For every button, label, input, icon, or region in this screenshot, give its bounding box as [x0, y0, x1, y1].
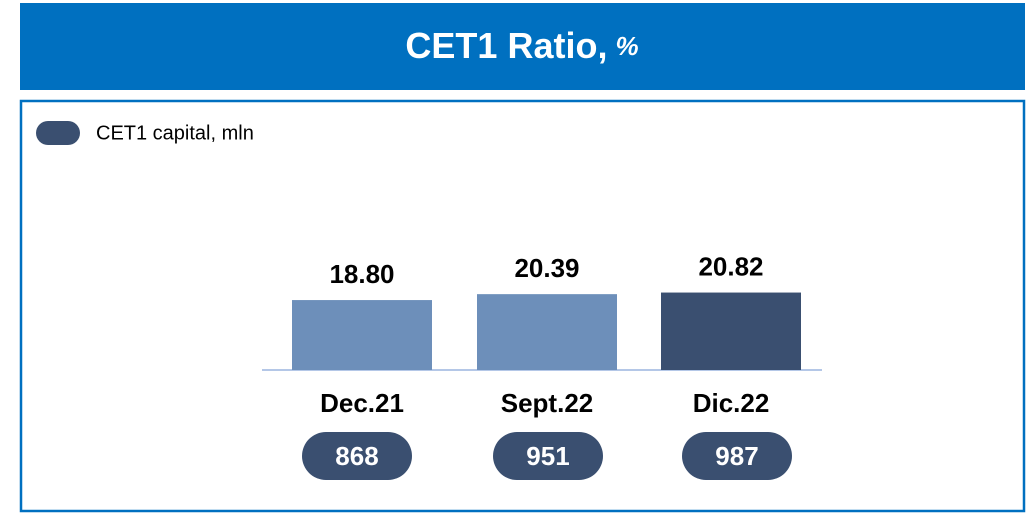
title-group: CET1 Ratio,% [405, 25, 638, 66]
legend-swatch [36, 121, 80, 145]
x-tick-label: Dec.21 [320, 388, 404, 418]
chart-title: CET1 Ratio, [405, 25, 607, 66]
x-tick-label: Dic.22 [693, 388, 770, 418]
bar [477, 294, 617, 370]
title-banner [20, 3, 1025, 90]
capital-label: 987 [715, 441, 758, 471]
value-label: 20.82 [698, 251, 763, 281]
capital-label: 868 [335, 441, 378, 471]
capital-pill [682, 432, 792, 480]
capital-label: 951 [526, 441, 569, 471]
value-label: 18.80 [329, 259, 394, 289]
title-unit: % [615, 31, 638, 61]
x-tick-label: Sept.22 [501, 388, 594, 418]
content-frame [19, 99, 1026, 513]
value-label: 20.39 [514, 253, 579, 283]
legend-label: CET1 capital, mln [96, 122, 254, 144]
bar [292, 300, 432, 370]
capital-pill [493, 432, 603, 480]
bar [661, 292, 801, 370]
capital-pill [302, 432, 412, 480]
